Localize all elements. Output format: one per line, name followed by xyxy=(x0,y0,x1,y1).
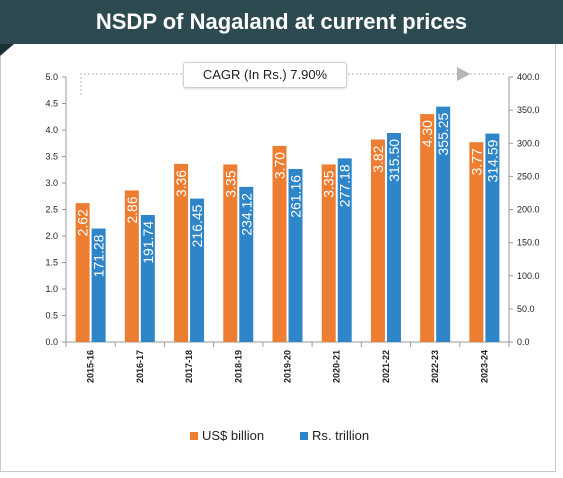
legend-item-rs: Rs. trillion xyxy=(300,426,369,446)
y-right-tick-label: 150.0 xyxy=(517,238,540,248)
data-label-usd: 3.70 xyxy=(272,152,288,179)
y-right-tick-label: 300.0 xyxy=(517,138,540,148)
legend-label-usd: US$ billion xyxy=(202,428,265,443)
legend-item-usd: US$ billion xyxy=(190,426,264,446)
bar-rs xyxy=(190,198,205,342)
data-label-usd: 2.62 xyxy=(75,209,91,236)
y-right-tick-label: 350.0 xyxy=(517,105,540,115)
page-title: NSDP of Nagaland at current prices xyxy=(95,9,468,34)
data-label-rs: 314.59 xyxy=(484,139,500,182)
data-label-usd: 3.77 xyxy=(468,148,484,175)
cagr-arrow-head xyxy=(457,67,470,81)
chart-bars xyxy=(75,106,500,342)
bar-rs xyxy=(485,133,500,342)
data-label-usd: 3.35 xyxy=(222,170,238,197)
y-left-tick-label: 1.5 xyxy=(45,258,58,268)
y-right-tick-label: 400.0 xyxy=(517,72,540,82)
data-label-rs: 261.16 xyxy=(288,175,304,218)
x-tick-label: 2021-22 xyxy=(381,350,391,383)
data-label-rs: 277.18 xyxy=(337,164,353,207)
x-tick-label: 2017-18 xyxy=(184,350,194,383)
y-left-tick-label: 4.5 xyxy=(45,99,58,109)
y-left-tick-label: 0.0 xyxy=(45,337,58,347)
data-label-rs: 216.45 xyxy=(189,204,205,247)
bar-usd xyxy=(321,164,336,342)
bar-usd xyxy=(223,164,238,342)
y-left-tick-label: 3.5 xyxy=(45,152,58,162)
data-label-usd: 3.82 xyxy=(370,145,386,172)
x-tick-label: 2022-23 xyxy=(430,350,440,383)
bar-rs xyxy=(140,214,155,342)
banner-fold xyxy=(0,44,14,56)
bar-usd xyxy=(75,203,90,342)
data-label-rs: 315.50 xyxy=(386,139,402,182)
y-left-tick-label: 0.5 xyxy=(45,311,58,321)
data-label-usd: 2.86 xyxy=(124,196,140,223)
bar-rs xyxy=(239,186,254,342)
bar-rs xyxy=(436,106,451,342)
y-right-tick-label: 50.0 xyxy=(517,304,535,314)
x-tick-label: 2019-20 xyxy=(283,350,293,383)
data-label-usd: 4.30 xyxy=(419,120,435,147)
bar-usd xyxy=(174,163,189,342)
data-label-rs: 171.28 xyxy=(91,234,107,277)
data-label-rs: 234.12 xyxy=(238,193,254,236)
legend-label-rs: Rs. trillion xyxy=(312,428,370,443)
data-label-rs: 191.74 xyxy=(140,221,156,264)
y-left-tick-label: 2.5 xyxy=(45,205,58,215)
y-right-tick-label: 250.0 xyxy=(517,171,540,181)
chart-axes: 0.0 0.5 1.0 1.5 2.0 2.5 3.0 3.5 4.0 4.5 5.0 0.0 50.0… xyxy=(45,72,539,383)
bar-usd xyxy=(272,145,287,342)
bar-usd xyxy=(420,114,435,342)
y-left-tick-label: 3.0 xyxy=(45,178,58,188)
bar-rs xyxy=(337,158,352,342)
data-label-rs: 355.25 xyxy=(435,112,451,155)
x-tick-label: 2015-16 xyxy=(86,350,96,383)
chart-data-labels: 2.62171.282.86191.743.36216.453.35234.12… xyxy=(75,112,501,277)
x-tick-label: 2020-21 xyxy=(332,350,342,383)
bar-usd xyxy=(469,142,484,342)
x-tick-label: 2018-19 xyxy=(233,350,243,383)
y-left-tick-label: 1.0 xyxy=(45,284,58,294)
legend-swatch-rs xyxy=(300,431,308,440)
bar-usd xyxy=(370,139,385,342)
title-banner xyxy=(0,0,563,56)
y-left-tick-label: 2.0 xyxy=(45,231,58,241)
bar-rs xyxy=(91,228,106,342)
x-tick-label: 2023-24 xyxy=(479,350,489,383)
x-tick-label: 2016-17 xyxy=(135,350,145,383)
bar-rs xyxy=(386,132,401,342)
y-right-tick-label: 100.0 xyxy=(517,271,540,281)
data-label-usd: 3.35 xyxy=(321,170,337,197)
bar-usd xyxy=(124,190,139,342)
data-label-usd: 3.36 xyxy=(173,170,189,197)
y-left-tick-label: 5.0 xyxy=(45,72,58,82)
y-right-tick-label: 200.0 xyxy=(517,205,540,215)
legend-swatch-usd xyxy=(190,431,198,440)
y-right-tick-label: 0.0 xyxy=(517,337,530,347)
bar-rs xyxy=(288,168,303,342)
chart-legend: US$ billion Rs. trillion xyxy=(0,426,563,446)
y-left-tick-label: 4.0 xyxy=(45,125,58,135)
cagr-annotation: CAGR (In Rs.) 7.90% xyxy=(183,62,347,88)
